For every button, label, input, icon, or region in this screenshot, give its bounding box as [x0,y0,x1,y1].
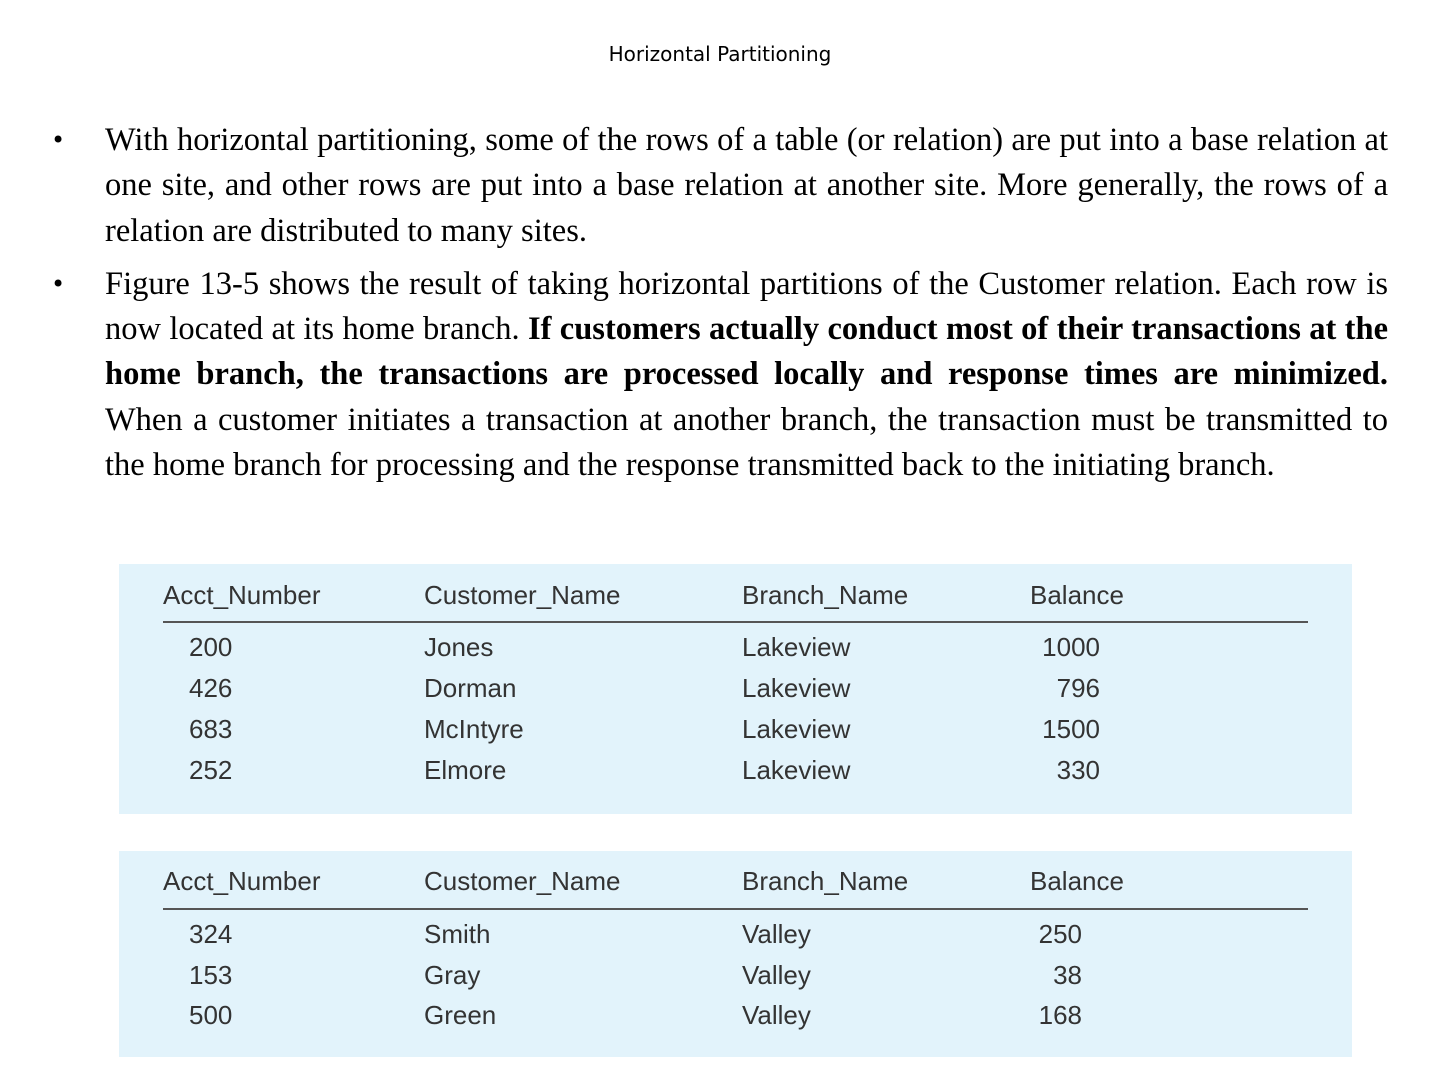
table-cell: 1500 [1042,714,1100,744]
bullet-item: • Figure 13-5 shows the result of taking … [51,262,1389,488]
column-header: Branch_Name [742,866,909,896]
table-cell: Valley [742,1000,811,1030]
table-cell: 38 [1053,959,1082,990]
bullet-list: • With horizontal partitioning, some of t… [51,118,1389,496]
table-cell: 168 [1038,1000,1082,1030]
lakeview-partition-table: Acct_Number Customer_Name Branch_Name Balan… [119,564,1352,814]
table-cell: Lakeview [742,755,851,785]
table-cell: 252 [189,755,233,785]
table-cell: 153 [189,959,233,990]
table-cell: Lakeview [742,673,851,703]
column-header: Acct_Number [163,580,321,610]
table-row: 252 Elmore Lakeview 330 [119,755,1352,785]
table-cell: Valley [742,919,811,949]
bullet-text: With horizontal partitioning, some of th… [105,122,1388,249]
table-cell: McIntyre [424,714,524,744]
table-cell: 330 [1056,755,1100,785]
table-cell: 324 [189,919,233,949]
table-cell: 683 [189,714,233,744]
table-cell: Smith [424,919,491,949]
table-row: 324 Smith Valley 250 [119,919,1352,949]
bullet-icon: • [51,126,66,154]
header-divider [163,621,1308,623]
table-cell: Green [424,1000,497,1030]
table-cell: Gray [424,959,481,990]
column-header: Balance [1030,580,1124,610]
table-header: Acct_Number Customer_Name Branch_Name Balan… [119,866,1352,896]
column-header: Customer_Name [424,866,621,896]
table-row: 500 Green Valley 168 [119,1000,1352,1030]
table-cell: Lakeview [742,714,851,744]
column-header: Customer_Name [424,580,621,610]
table-cell: 426 [189,673,233,703]
table-cell: Valley [742,959,811,990]
column-header: Branch_Name [742,580,909,610]
table-row: 683 McIntyre Lakeview 1500 [119,714,1352,744]
bullet-bold-text: If customers actually conduct most of th… [105,311,1389,393]
table-cell: 500 [189,1000,233,1030]
bullet-text: Figure 13-5 shows the result of taking h… [105,265,1388,348]
header-divider [163,908,1308,910]
table-cell: 796 [1056,673,1100,703]
bullet-icon: • [51,269,66,298]
table-cell: 250 [1038,919,1082,949]
table-row: 426 Dorman Lakeview 796 [119,673,1352,703]
table-cell: Jones [424,632,494,662]
table-cell: 200 [189,632,233,662]
valley-partition-table: Acct_Number Customer_Name Branch_Name Balan… [119,851,1352,1057]
bullet-text: When a customer initiates a transaction … [105,401,1388,484]
slide-title: Horizontal Partitioning [608,42,832,66]
table-cell: Dorman [424,673,517,703]
table-header: Acct_Number Customer_Name Branch_Name Balan… [119,580,1352,610]
bullet-item: • With horizontal partitioning, some of t… [51,118,1388,254]
column-header: Acct_Number [163,866,321,896]
table-cell: 1000 [1042,632,1100,662]
table-cell: Elmore [424,755,507,785]
column-header: Balance [1030,866,1124,896]
table-row: 200 Jones Lakeview 1000 [119,632,1352,662]
table-cell: Lakeview [742,632,851,662]
table-row: 153 Gray Valley 38 [119,960,1352,990]
